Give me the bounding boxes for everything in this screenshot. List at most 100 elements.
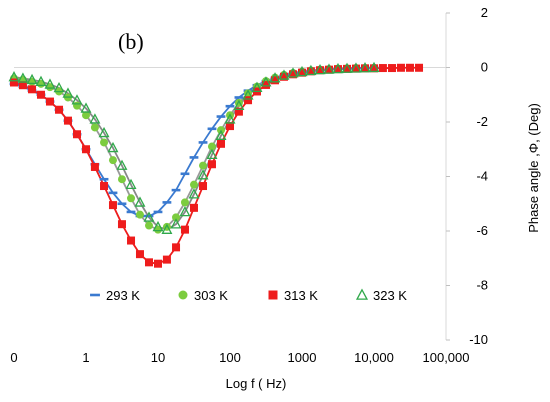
data-point (117, 220, 126, 229)
data-point (350, 62, 362, 73)
data-point (117, 175, 126, 184)
data-point (82, 111, 90, 120)
data-point (107, 141, 119, 153)
data-point (63, 116, 72, 125)
data-point (55, 105, 64, 114)
data-point (415, 63, 424, 72)
data-point (188, 188, 200, 199)
data-point (359, 62, 371, 73)
data-point (108, 156, 117, 165)
x-tick-label: 1 (82, 350, 89, 365)
legend-item: 313 K (268, 288, 318, 303)
legend-marker (355, 288, 369, 300)
y-tick-label: -8 (476, 278, 488, 293)
data-point (234, 107, 243, 116)
data-point (135, 210, 144, 219)
data-point (405, 63, 414, 72)
data-point (207, 142, 216, 151)
data-point (36, 90, 45, 99)
data-point (145, 221, 154, 230)
legend-marker (178, 290, 188, 300)
data-point (172, 243, 181, 252)
legend-label: 293 K (106, 288, 140, 303)
series-2 (10, 63, 424, 268)
y-axis-ticks: 2 0 -2 -4 -6 -8 -10 (446, 5, 488, 347)
data-point (45, 97, 54, 106)
data-point (71, 94, 83, 105)
panel-label: (b) (118, 29, 144, 54)
data-point (100, 138, 109, 147)
data-point (333, 65, 342, 74)
data-point (35, 75, 47, 86)
data-point (207, 160, 216, 169)
data-point (324, 65, 333, 74)
y-axis-title: Phase angle ,Φ, (Deg) (526, 103, 541, 233)
x-tick-label: 10,000 (354, 350, 394, 365)
data-point (305, 64, 317, 76)
data-point (82, 145, 90, 154)
data-point (206, 148, 218, 160)
data-point (271, 76, 280, 85)
data-point (296, 65, 308, 77)
data-point (44, 78, 56, 89)
data-point (134, 196, 146, 207)
legend-label: 303 K (194, 288, 228, 303)
data-point (170, 218, 182, 229)
y-tick-label: 0 (481, 60, 488, 75)
data-point (278, 69, 290, 80)
data-point (261, 80, 270, 89)
data-point (154, 259, 162, 268)
data-point (189, 180, 198, 189)
y-tick-label: -4 (476, 169, 488, 184)
data-point (154, 225, 162, 234)
data-point (53, 81, 65, 93)
data-point (18, 81, 27, 90)
data-point (233, 99, 245, 110)
data-point (217, 139, 226, 148)
data-point (251, 81, 263, 92)
data-point (145, 258, 154, 267)
data-point (90, 162, 99, 171)
data-point (172, 213, 181, 222)
y-tick-label: -10 (469, 332, 488, 347)
data-point (161, 223, 173, 234)
y-tick-label: -2 (476, 114, 488, 129)
data-point (199, 161, 208, 170)
data-point (323, 63, 335, 74)
data-point (179, 205, 191, 217)
plot-area: 0 1 10 100 1000 10,000 100,000 2 0 -2 -4 -6 -8 -10 (8, 5, 488, 365)
data-point (199, 182, 208, 191)
data-point (260, 76, 272, 87)
series-3 (8, 61, 380, 234)
legend-item: 323 K (355, 288, 407, 303)
data-point (242, 89, 254, 100)
y-tick-label: 2 (481, 5, 488, 20)
x-tick-label: 0 (10, 350, 17, 365)
data-point (26, 73, 38, 85)
data-point (332, 62, 344, 74)
data-point (215, 129, 227, 140)
data-point (45, 83, 54, 92)
data-point (189, 203, 198, 212)
fit-line-2 (13, 66, 420, 265)
data-point (73, 130, 82, 139)
data-point (388, 64, 397, 73)
data-point (98, 126, 110, 138)
data-point (378, 64, 387, 73)
data-point (10, 78, 18, 87)
series-layer (8, 61, 424, 268)
data-point (341, 62, 353, 73)
y-tick-label: -6 (476, 223, 488, 238)
data-point (89, 113, 101, 124)
data-point (8, 71, 20, 82)
data-point (17, 72, 29, 83)
data-point (127, 194, 136, 203)
data-point (135, 250, 144, 259)
data-point (162, 255, 171, 264)
data-point (73, 101, 82, 110)
x-tick-label: 100 (219, 350, 241, 365)
fit-lines (13, 66, 420, 265)
data-point (180, 198, 189, 207)
data-point (80, 102, 92, 113)
